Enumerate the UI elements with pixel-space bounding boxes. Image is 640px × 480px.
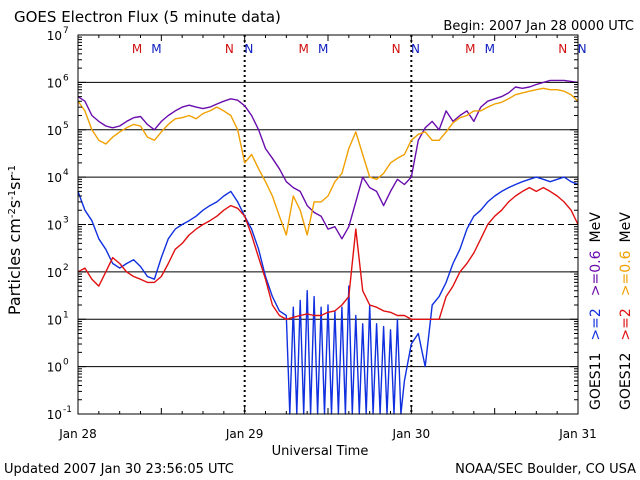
mn-marker: M (151, 42, 161, 56)
credit-label: NOAA/SEC Boulder, CO USA (455, 462, 636, 477)
y-tick-exponent: 5 (63, 121, 69, 131)
x-tick-label: Jan 30 (392, 427, 431, 441)
series-layer (77, 79, 579, 415)
mn-marker: N (244, 42, 253, 56)
mn-marker: M (318, 42, 328, 56)
series-line-3 (77, 176, 579, 415)
begin-time-label: Begin: 2007 Jan 28 0000 UTC (443, 19, 634, 34)
y-tick-exponent: 2 (63, 263, 69, 273)
y-tick-exponent: 6 (63, 73, 69, 83)
y-tick-label: 10 (47, 408, 62, 422)
mn-marker: N (392, 42, 401, 56)
mn-marker: M (132, 42, 142, 56)
mn-marker: N (411, 42, 420, 56)
updated-timestamp: Updated 2007 Jan 30 23:56:05 UTC (4, 462, 234, 477)
y-tick-label: 10 (47, 361, 62, 375)
y-tick-label: 10 (47, 29, 62, 43)
grid-layer (78, 35, 578, 414)
y-tick-exponent: 7 (63, 26, 69, 36)
y-tick-label: 10 (47, 219, 62, 233)
mn-marker: N (578, 42, 587, 56)
legend: GOES11>=2>=0.6MeV GOES12>=2>=0.6MeV (588, 212, 634, 410)
chart-title: GOES Electron Flux (5 minute data) (14, 8, 281, 26)
mn-marker: M (299, 42, 309, 56)
legend-goes11: GOES11>=2>=0.6MeV (588, 212, 604, 410)
legend-goes12: GOES12>=2>=0.6MeV (618, 212, 634, 410)
y-tick-exponent: 0 (63, 358, 69, 368)
y-tick-exponent: -1 (63, 405, 72, 415)
x-axis-label: Universal Time (272, 444, 369, 459)
series-line-1 (77, 79, 579, 240)
y-tick-label: 10 (47, 171, 62, 185)
x-tick-label: Jan 28 (58, 427, 97, 441)
mn-marker: M (465, 42, 475, 56)
x-tick-label: Jan 31 (558, 427, 597, 441)
x-axis-ticks: Jan 28 Jan 29 Jan 30 Jan 31 (58, 35, 597, 441)
mn-marker: N (225, 42, 234, 56)
y-tick-exponent: 3 (63, 216, 69, 226)
y-tick-exponent: 4 (63, 168, 69, 178)
y-tick-label: 10 (47, 76, 62, 90)
y-axis-label: Particles cm-2s-1sr-1 (5, 165, 24, 315)
y-tick-exponent: 1 (63, 310, 69, 320)
mn-marker: N (558, 42, 567, 56)
series-line-4 (77, 186, 579, 320)
y-tick-label: 10 (47, 266, 62, 280)
mn-marker: M (485, 42, 495, 56)
y-tick-label: 10 (47, 124, 62, 138)
series-line-2 (77, 87, 579, 236)
x-tick-label: Jan 29 (225, 427, 264, 441)
y-tick-label: 10 (47, 313, 62, 327)
